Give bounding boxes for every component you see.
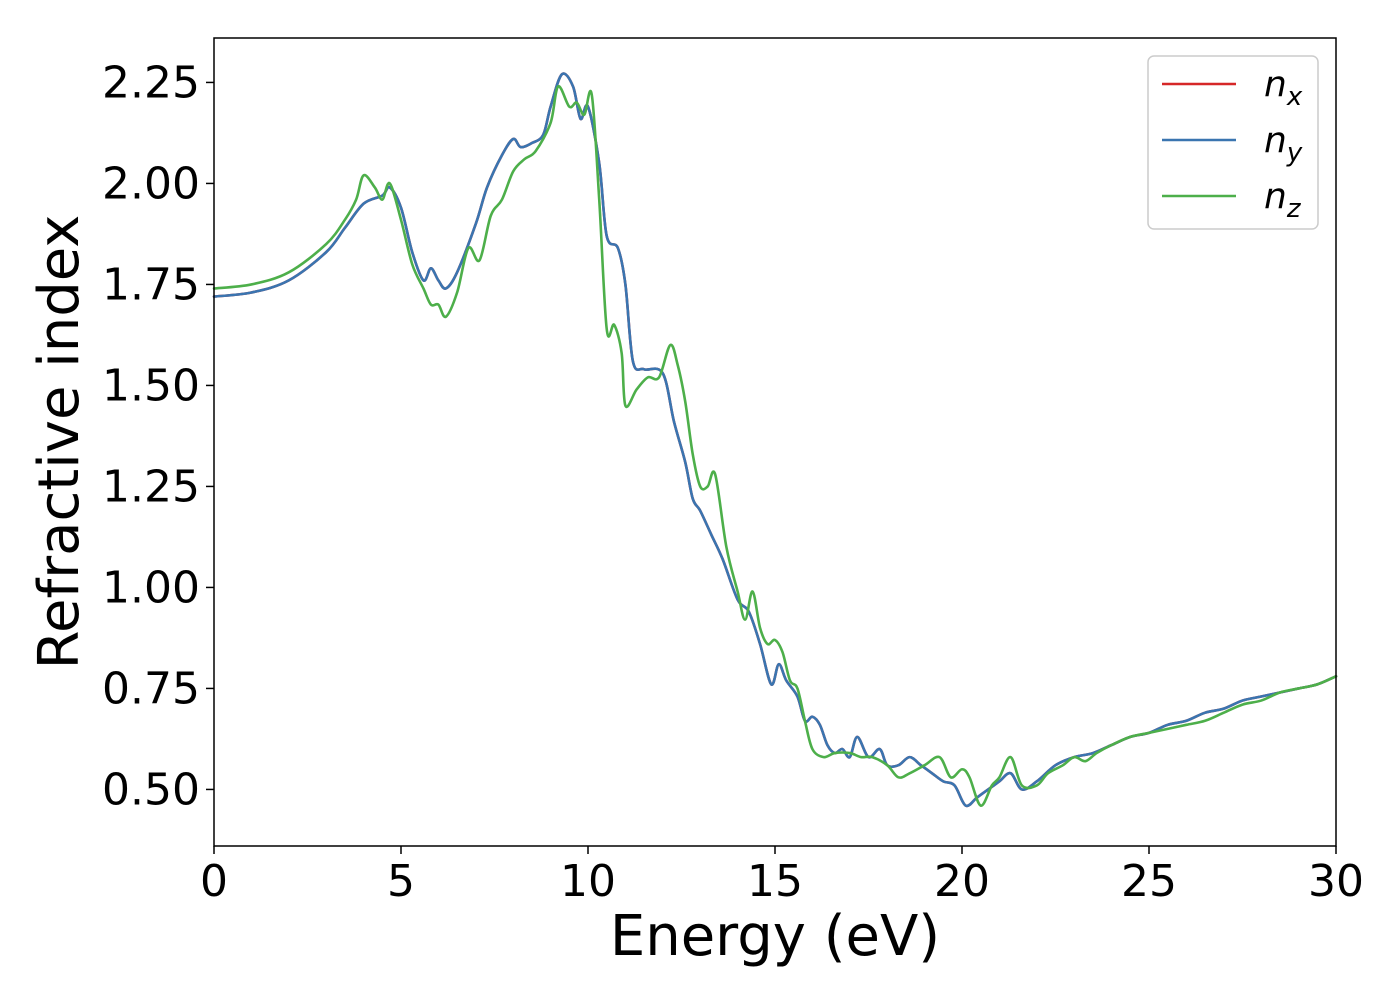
legend-label-subscript: z [1286, 194, 1302, 224]
legend-box [1147, 55, 1319, 230]
y-tick-label: 0.75 [102, 663, 200, 714]
legend-label-main: n [1264, 176, 1287, 217]
legend-label-z: nz [1264, 176, 1302, 224]
legend-label-subscript: y [1286, 138, 1303, 168]
legend-label-y: ny [1264, 120, 1303, 168]
series-line-y [212, 72, 1338, 808]
y-tick-label: 2.25 [102, 57, 200, 108]
x-ticks: 0 5 10 15 20 25 30 [200, 846, 1364, 907]
x-tick-label: 15 [747, 856, 803, 907]
y-ticks: 0.50 0.75 1.00 1.25 1.50 1.75 2.00 2.25 [102, 57, 214, 815]
x-tick-label: 0 [200, 856, 228, 907]
legend-label-x: nx [1264, 64, 1303, 112]
legend-label-main: n [1264, 64, 1287, 105]
x-tick-label: 25 [1121, 856, 1177, 907]
legend-label-main: n [1264, 120, 1287, 161]
x-tick-label: 10 [560, 856, 616, 907]
y-tick-label: 1.50 [102, 360, 200, 411]
y-tick-label: 0.50 [102, 764, 200, 815]
x-tick-label: 5 [387, 856, 415, 907]
series-line-z [212, 85, 1338, 807]
y-tick-label: 2.00 [102, 158, 200, 209]
y-tick-label: 1.25 [102, 461, 200, 512]
x-axis-label: Energy (eV) [610, 904, 940, 969]
x-tick-label: 30 [1308, 856, 1364, 907]
series-layer [212, 72, 1338, 808]
y-tick-label: 1.75 [102, 259, 200, 310]
y-tick-label: 1.00 [102, 562, 200, 613]
x-tick-label: 20 [934, 856, 990, 907]
y-axis-label: Refractive index [27, 215, 92, 670]
legend-label-subscript: x [1286, 82, 1303, 112]
